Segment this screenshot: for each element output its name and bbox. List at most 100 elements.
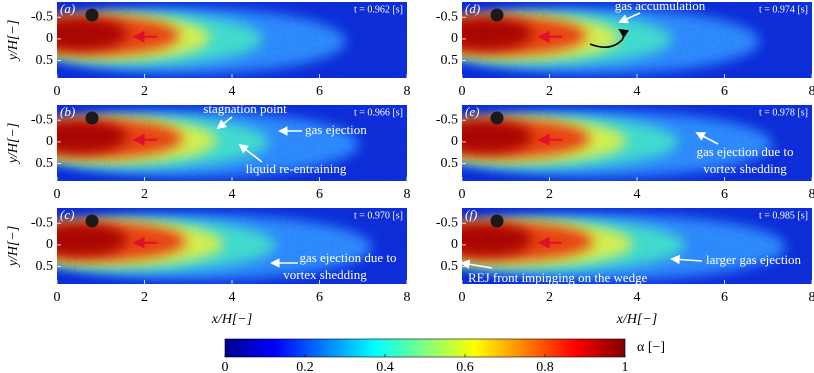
x-axis-label: x/H[−] bbox=[616, 312, 658, 327]
y-tick-label: 0 bbox=[46, 237, 53, 252]
time-label: t = 0.985 [s] bbox=[759, 210, 808, 221]
annotation-arrow bbox=[670, 254, 703, 265]
wedge bbox=[490, 8, 504, 22]
x-tick-label: 0 bbox=[459, 290, 466, 305]
y-tick-label: 0 bbox=[46, 134, 53, 149]
wedge bbox=[85, 8, 99, 22]
x-tick-label: 6 bbox=[721, 290, 728, 305]
x-tick-label: 4 bbox=[229, 84, 236, 99]
y-tick-label: -0.5 bbox=[31, 215, 53, 230]
x-tick-label: 6 bbox=[721, 187, 728, 202]
y-tick-label: 0 bbox=[451, 31, 458, 46]
panel-label: (c) bbox=[60, 207, 74, 222]
annotation: gas ejection bbox=[305, 122, 367, 137]
wedge bbox=[85, 214, 99, 228]
x-tick-label: 8 bbox=[404, 187, 411, 202]
x-tick-label: 0 bbox=[459, 187, 466, 202]
x-axis-label: x/H[−] bbox=[211, 312, 253, 327]
x-tick-label: 2 bbox=[546, 290, 553, 305]
time-label: t = 0.966 [s] bbox=[354, 107, 403, 118]
y-tick-label: 0.5 bbox=[441, 53, 459, 68]
x-tick-label: 8 bbox=[809, 187, 814, 202]
x-tick-label: 2 bbox=[141, 290, 148, 305]
colorbar-label: α [−] bbox=[637, 340, 665, 355]
colorbar-tick-label: 0.2 bbox=[296, 360, 314, 373]
x-tick-label: 8 bbox=[809, 84, 814, 99]
time-label: t = 0.974 [s] bbox=[759, 4, 808, 15]
y-axis-label: y/H[−] bbox=[6, 20, 21, 63]
panel-label: (a) bbox=[60, 1, 75, 16]
x-tick-label: 2 bbox=[141, 84, 148, 99]
annotation-arrow bbox=[216, 116, 233, 130]
colorbar-tick-label: 1 bbox=[622, 360, 629, 373]
annotation-arrow bbox=[238, 143, 263, 163]
panel-label: (f) bbox=[465, 207, 477, 222]
x-tick-label: 2 bbox=[141, 187, 148, 202]
time-label: t = 0.978 [s] bbox=[759, 107, 808, 118]
colorbar-tick-label: 0 bbox=[222, 360, 229, 373]
wedge bbox=[490, 214, 504, 228]
y-tick-label: 0.5 bbox=[36, 156, 54, 171]
heatmap bbox=[462, 2, 812, 78]
noise bbox=[462, 208, 812, 284]
annotation: liquid re-entraining bbox=[246, 161, 347, 176]
y-tick-label: 0.5 bbox=[441, 156, 459, 171]
x-tick-label: 4 bbox=[634, 187, 641, 202]
x-tick-label: 4 bbox=[229, 187, 236, 202]
annotation-arrow bbox=[695, 132, 719, 145]
x-tick-label: 6 bbox=[316, 84, 323, 99]
noise bbox=[57, 2, 407, 78]
panel-label: (b) bbox=[60, 104, 75, 119]
x-tick-label: 8 bbox=[809, 290, 814, 305]
x-tick-label: 0 bbox=[54, 84, 61, 99]
noise bbox=[462, 105, 812, 181]
x-tick-label: 4 bbox=[634, 290, 641, 305]
colorbar-tick-label: 0.6 bbox=[456, 360, 474, 373]
wedge bbox=[490, 111, 504, 125]
x-tick-label: 6 bbox=[316, 290, 323, 305]
x-tick-label: 6 bbox=[316, 187, 323, 202]
annotation: stagnation point bbox=[203, 101, 287, 116]
y-tick-label: 0 bbox=[46, 31, 53, 46]
y-axis-label: y/H[−] bbox=[6, 123, 21, 166]
colorbar bbox=[224, 338, 626, 358]
colorbar-tick-label: 0.4 bbox=[376, 360, 394, 373]
y-tick-label: -0.5 bbox=[436, 215, 458, 230]
heatmap bbox=[57, 2, 407, 78]
annotation: larger gas ejection bbox=[706, 252, 802, 267]
y-tick-label: 0 bbox=[451, 134, 458, 149]
annotation: gas ejection due to bbox=[696, 144, 793, 159]
x-tick-label: 0 bbox=[459, 84, 466, 99]
y-tick-label: 0.5 bbox=[36, 53, 54, 68]
noise bbox=[57, 208, 407, 284]
annotation: REJ front impinging on the wedge bbox=[468, 270, 648, 285]
y-tick-label: -0.5 bbox=[436, 112, 458, 127]
vortex-arrow bbox=[589, 28, 630, 48]
y-tick-label: -0.5 bbox=[31, 112, 53, 127]
y-tick-label: -0.5 bbox=[436, 9, 458, 24]
y-tick-label: 0 bbox=[451, 237, 458, 252]
y-tick-label: 0.5 bbox=[441, 259, 459, 274]
time-label: t = 0.970 [s] bbox=[354, 210, 403, 221]
y-tick-label: 0.5 bbox=[36, 259, 54, 274]
heatmap bbox=[462, 105, 812, 181]
annotation: vortex shedding bbox=[283, 267, 367, 282]
x-tick-label: 0 bbox=[54, 290, 61, 305]
annotation-arrow bbox=[460, 259, 493, 269]
x-tick-label: 4 bbox=[634, 84, 641, 99]
y-tick-label: -0.5 bbox=[31, 9, 53, 24]
annotation: gas ejection due to bbox=[299, 250, 396, 265]
panel-label: (e) bbox=[465, 104, 479, 119]
x-tick-label: 6 bbox=[721, 84, 728, 99]
x-tick-label: 0 bbox=[54, 187, 61, 202]
x-tick-label: 4 bbox=[229, 290, 236, 305]
colorbar-tick-label: 0.8 bbox=[536, 360, 554, 373]
wedge bbox=[85, 111, 99, 125]
x-tick-label: 2 bbox=[546, 84, 553, 99]
x-tick-label: 2 bbox=[546, 187, 553, 202]
panel-label: (d) bbox=[465, 1, 480, 16]
x-tick-label: 8 bbox=[404, 84, 411, 99]
annotation: vortex shedding bbox=[703, 161, 787, 176]
time-label: t = 0.962 [s] bbox=[354, 4, 403, 15]
